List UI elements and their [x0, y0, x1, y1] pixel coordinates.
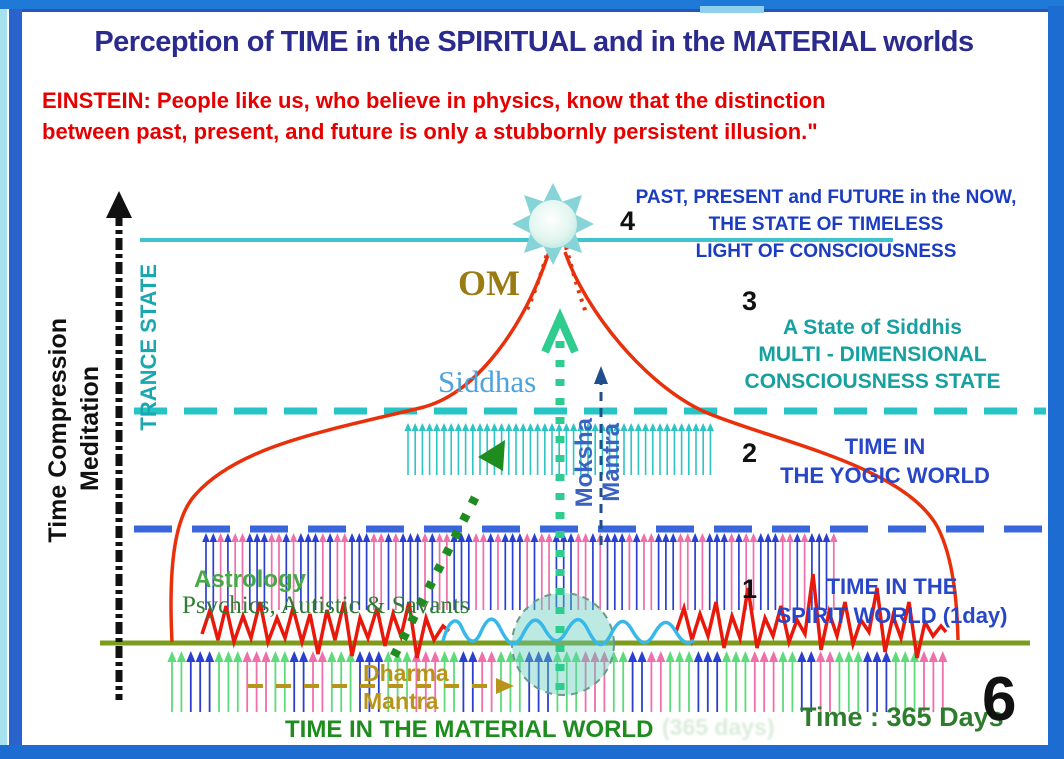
window-border-bottom [0, 745, 1064, 759]
dharma-arrowhead-icon [496, 678, 514, 694]
material-world-label: TIME IN THE MATERIAL WORLD [285, 716, 654, 743]
einstein-quote-line2: between past, present, and future is onl… [42, 119, 818, 144]
psychics-label: Psychics, Autistic & Savants [182, 592, 470, 619]
red-zigzag-right [674, 573, 948, 659]
siddhis-line2: MULTI - DIMENSIONAL [758, 343, 987, 366]
siddhis-level-label: A State of Siddhis MULTI - DIMENSIONAL C… [700, 314, 1045, 395]
trance-state-label: TRANCE STATE [136, 264, 161, 431]
window-border-left-cyan [0, 0, 7, 759]
window-border-right [1048, 6, 1064, 759]
mantra-arrowhead-icon [594, 366, 608, 384]
material-time-value: Time : 365 Days [800, 702, 1004, 732]
om-label: OM [458, 263, 520, 303]
time-compression-label: Time Compression [44, 318, 72, 543]
bell-curve-left [169, 251, 551, 643]
marker-3: 3 [742, 286, 758, 316]
cyan-wave [441, 617, 696, 647]
bell-curve-top-dotted-right [564, 246, 589, 316]
dharma-label: Dharma [363, 660, 449, 686]
timeless-line2: THE STATE OF TIMELESS [708, 214, 944, 235]
dharma-mantra-label: Mantra [363, 688, 439, 714]
sun-icon [512, 183, 594, 265]
moksha-mantra-label: Mantra [598, 423, 625, 502]
timeless-line1: PAST, PRESENT and FUTURE in the NOW, [635, 187, 1017, 208]
spirit-line1: TIME IN THE [826, 574, 958, 599]
slide-title: Perception of TIME in the SPIRITUAL and … [94, 26, 974, 58]
bell-curve-right [563, 251, 960, 641]
astrology-label: Astrology [194, 566, 307, 593]
ascension-dotted-arrow [389, 489, 483, 659]
moksha-arrowhead-icon [541, 308, 579, 354]
window-border-top [0, 0, 1064, 9]
marker-2: 2 [742, 438, 758, 468]
timeless-line3: LIGHT OF CONSCIOUSNESS [695, 241, 957, 262]
marker-6: 6 [982, 665, 1017, 734]
ascension-arrowhead-icon [478, 440, 505, 471]
timeless-level-label: PAST, PRESENT and FUTURE in the NOW, THE… [600, 184, 1052, 265]
yogic-level-label: TIME IN THE YOGIC WORLD [760, 432, 1010, 490]
window-border-top-light-segment [700, 6, 764, 13]
yogic-line2: THE YOGIC WORLD [780, 463, 990, 488]
siddhis-line1: A State of Siddhis [783, 316, 962, 339]
siddhis-line3: CONSCIOUSNESS STATE [744, 370, 1001, 393]
spirit-line2: SPIRIT WORLD (1day) [776, 603, 1008, 628]
yogic-line1: TIME IN [844, 434, 926, 459]
einstein-quote-line1: EINSTEIN: People like us, who believe in… [42, 88, 826, 113]
arrow-rows [167, 423, 948, 712]
siddhas-label: Siddhas [438, 364, 537, 399]
meditation-label: Meditation [76, 366, 104, 491]
window-inner-border-top [12, 9, 1048, 12]
time-axis-arrowhead-icon [106, 191, 132, 218]
moksha-label: Moksha [571, 418, 598, 508]
erased-text-remnant: (365 days) [662, 714, 775, 740]
marker-4: 4 [620, 206, 636, 236]
marker-1: 1 [742, 574, 758, 604]
red-zigzag-left [200, 601, 451, 659]
window-border-left [9, 9, 22, 748]
spirit-level-label: TIME IN THE SPIRIT WORLD (1day) [742, 572, 1042, 630]
